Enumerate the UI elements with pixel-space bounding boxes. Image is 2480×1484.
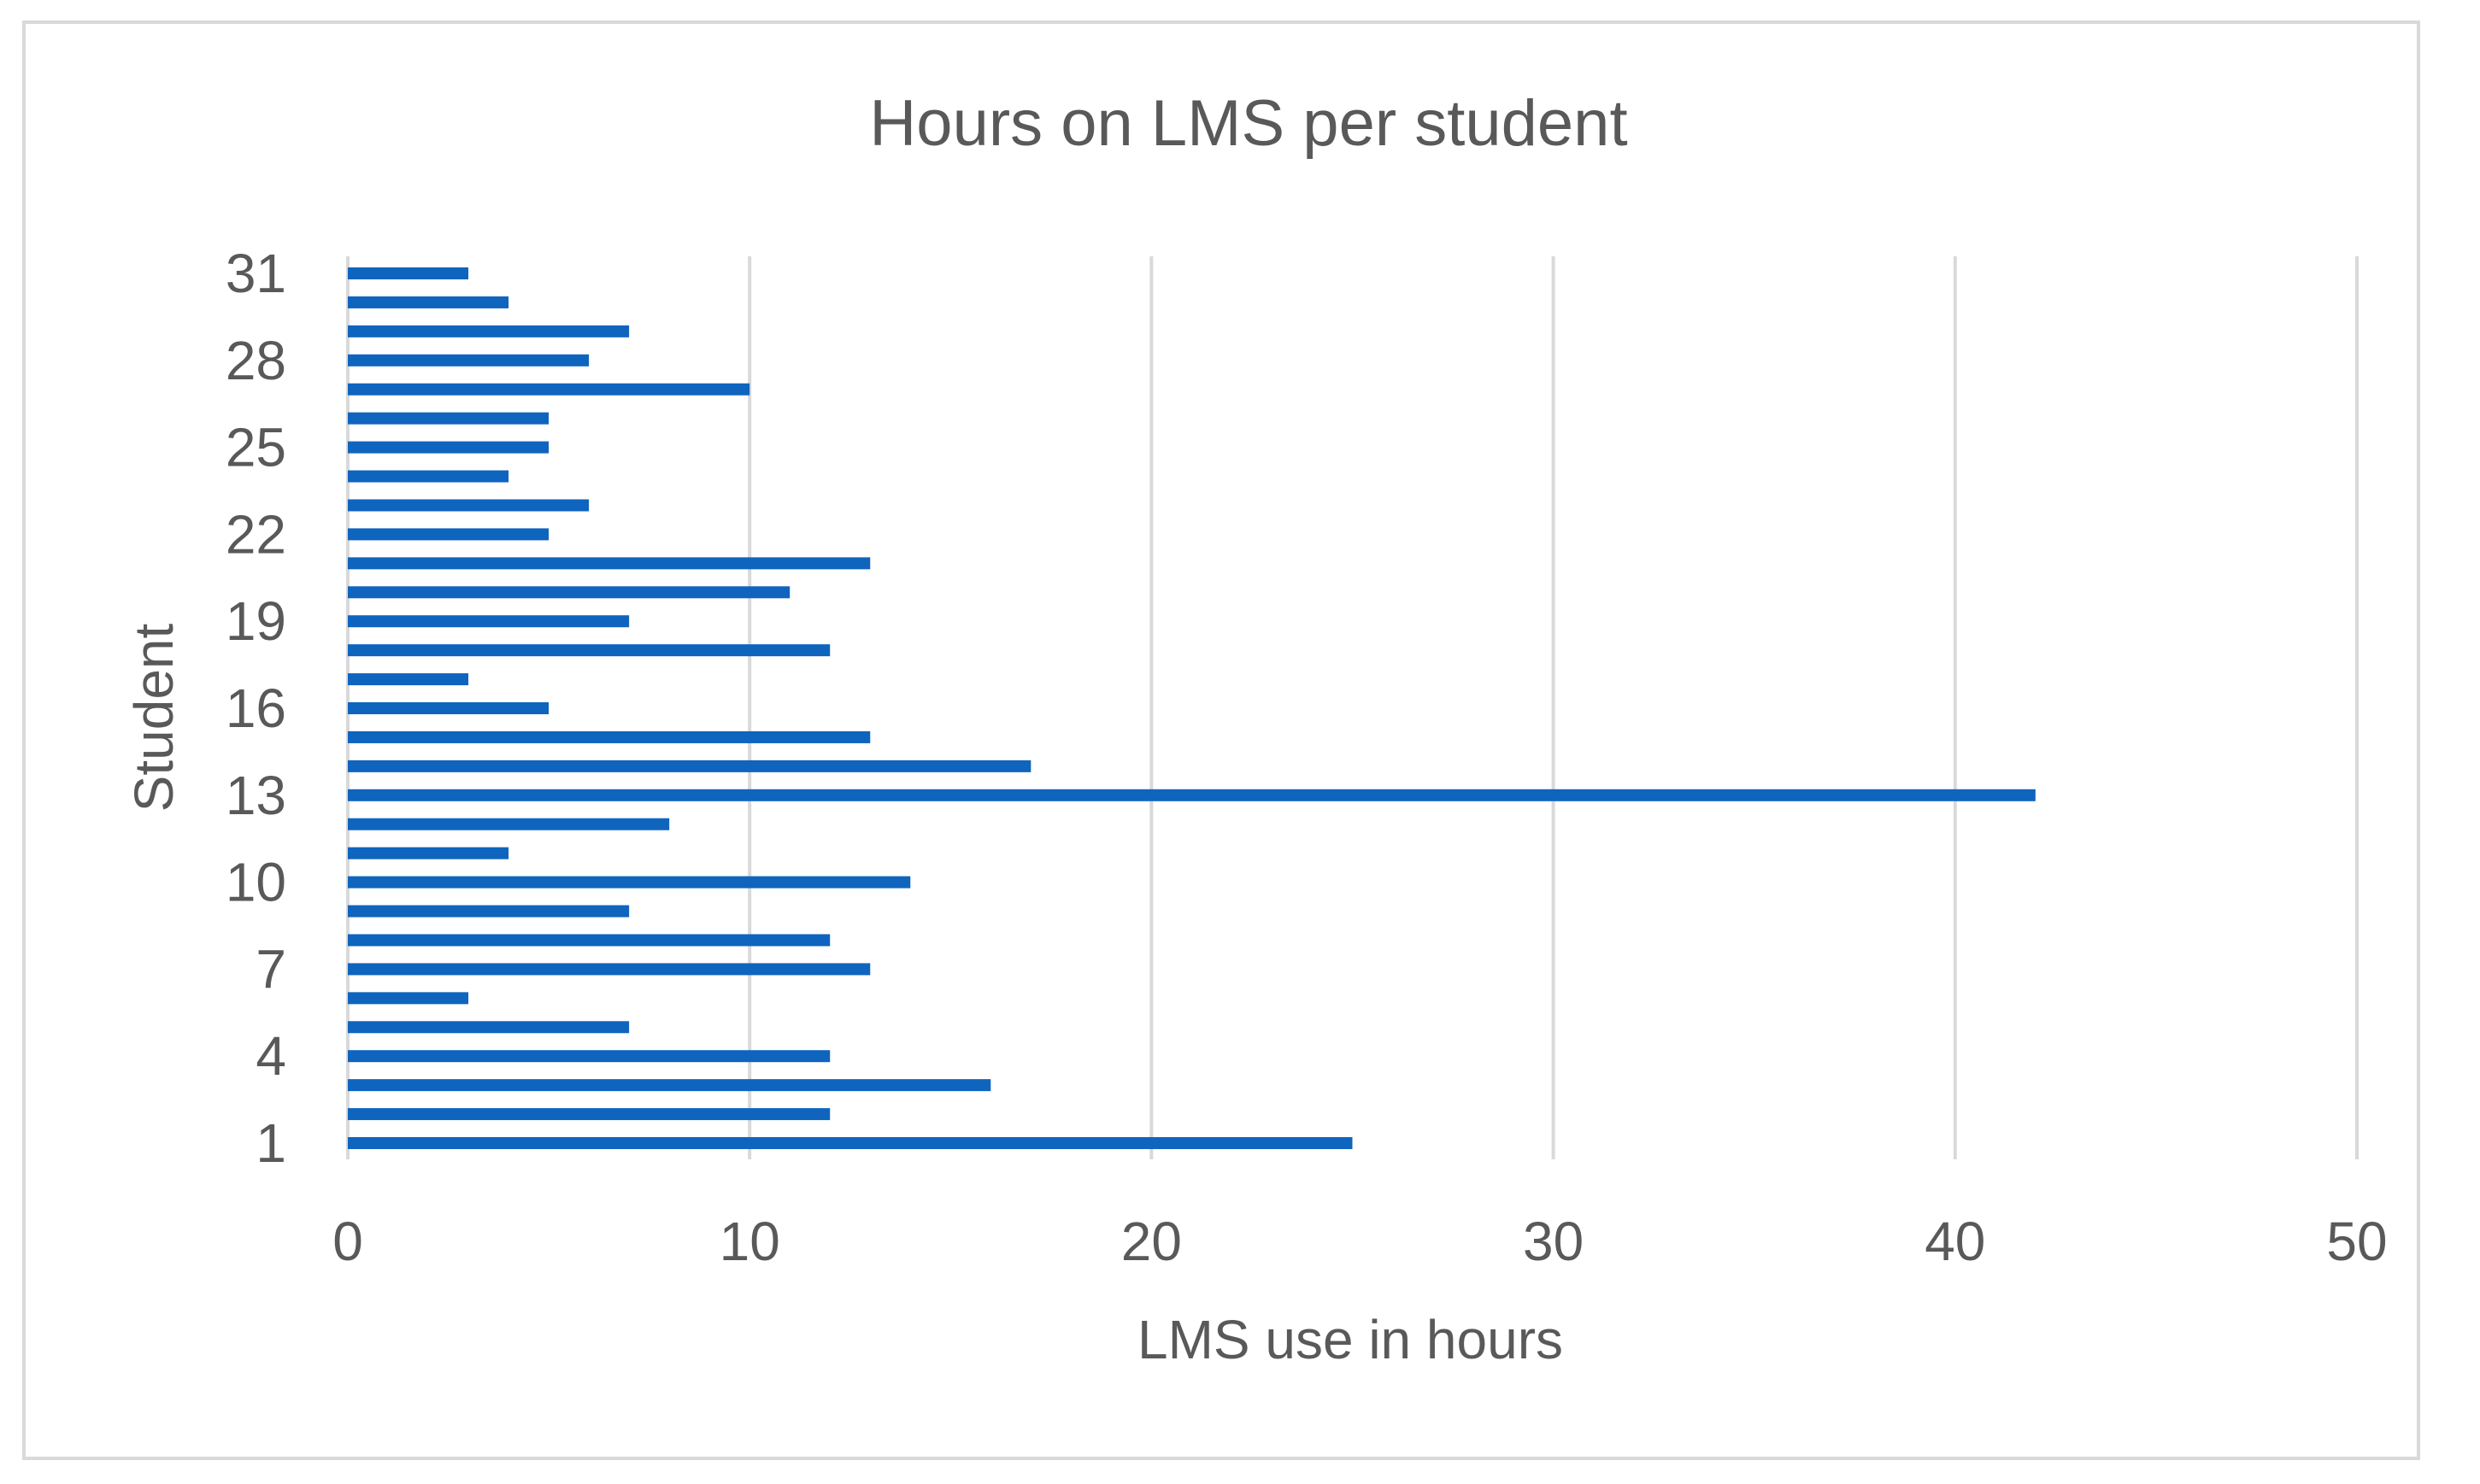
bar-student-4	[348, 1050, 831, 1063]
bar-student-16	[348, 702, 549, 714]
bar-student-6	[348, 992, 469, 1005]
bar-student-23	[348, 499, 590, 512]
x-tick-label: 40	[1925, 1211, 1985, 1272]
x-tick-label: 10	[720, 1211, 780, 1272]
x-tick-labels: 0 10 20 30 40 50	[332, 1211, 2387, 1272]
bar-student-1	[348, 1137, 1353, 1149]
y-tick-label: 4	[256, 1025, 286, 1087]
x-axis-title: LMS use in hours	[1137, 1309, 1563, 1370]
bar-student-29	[348, 325, 630, 337]
y-tick-label: 22	[226, 503, 286, 565]
y-tick-label: 13	[226, 765, 286, 826]
bar-student-5	[348, 1021, 630, 1034]
bar-student-13	[348, 789, 2036, 801]
gridlines	[748, 256, 2359, 1159]
x-tick-label: 30	[1523, 1211, 1584, 1272]
bar-student-15	[348, 730, 871, 743]
x-tick-label: 50	[2326, 1211, 2387, 1272]
bar-student-31	[348, 267, 469, 279]
y-tick-labels: 1 4 7 10 13 16 19 22 25 28 31	[226, 243, 286, 1174]
y-tick-label: 19	[226, 590, 286, 652]
bar-student-2	[348, 1108, 831, 1121]
bar-student-7	[348, 963, 871, 976]
bar-student-12	[348, 818, 670, 830]
y-tick-label: 7	[256, 938, 286, 1000]
y-tick-label: 31	[226, 243, 286, 304]
bar-student-20	[348, 586, 790, 599]
bar-student-18	[348, 644, 831, 657]
y-tick-label: 28	[226, 330, 286, 391]
bar-student-11	[348, 847, 509, 859]
bar-student-28	[348, 354, 590, 367]
x-tick-label: 20	[1121, 1211, 1182, 1272]
bar-student-3	[348, 1079, 991, 1092]
bar-student-22	[348, 528, 549, 541]
y-tick-label: 25	[226, 417, 286, 478]
bar-student-26	[348, 412, 549, 425]
bar-student-24	[348, 470, 509, 483]
bar-student-30	[348, 296, 509, 308]
bar-student-25	[348, 441, 549, 454]
bar-student-21	[348, 557, 871, 570]
y-axis-title: Student	[123, 623, 185, 812]
bar-student-14	[348, 760, 1031, 772]
bar-student-19	[348, 615, 630, 628]
bars	[348, 267, 2036, 1149]
y-tick-label: 16	[226, 677, 286, 739]
chart-title: Hours on LMS per student	[869, 87, 1627, 160]
bar-student-9	[348, 905, 630, 918]
x-tick-label: 0	[332, 1211, 363, 1272]
bar-student-27	[348, 383, 750, 396]
y-tick-label: 10	[226, 852, 286, 913]
bar-student-10	[348, 876, 911, 889]
bar-student-8	[348, 934, 831, 947]
bar-student-17	[348, 673, 469, 686]
y-tick-label: 1	[256, 1112, 286, 1174]
